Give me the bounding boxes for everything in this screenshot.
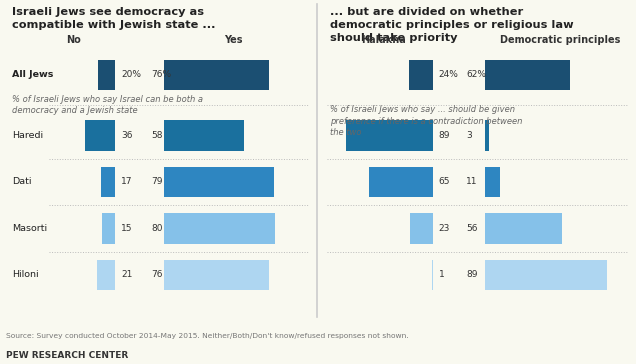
Text: No: No xyxy=(66,35,81,45)
FancyBboxPatch shape xyxy=(410,213,432,244)
FancyBboxPatch shape xyxy=(369,167,432,197)
Text: 23: 23 xyxy=(439,224,450,233)
Text: % of Israeli Jews who say ... should be given
preference if there is a contradic: % of Israeli Jews who say ... should be … xyxy=(330,105,523,137)
Text: PEW RESEARCH CENTER: PEW RESEARCH CENTER xyxy=(6,351,128,360)
Text: All Jews: All Jews xyxy=(13,71,54,79)
FancyBboxPatch shape xyxy=(99,60,115,90)
Text: Democratic principles: Democratic principles xyxy=(500,35,620,45)
FancyBboxPatch shape xyxy=(163,60,270,90)
FancyBboxPatch shape xyxy=(85,120,115,151)
FancyBboxPatch shape xyxy=(163,120,244,151)
FancyBboxPatch shape xyxy=(485,213,562,244)
Text: 58: 58 xyxy=(151,131,163,140)
Text: 21: 21 xyxy=(121,270,132,279)
Text: Haredi: Haredi xyxy=(13,131,44,140)
Text: 11: 11 xyxy=(466,178,478,186)
Text: 24%: 24% xyxy=(439,71,459,79)
FancyBboxPatch shape xyxy=(102,213,115,244)
Text: 36: 36 xyxy=(121,131,132,140)
Text: Dati: Dati xyxy=(13,178,32,186)
FancyBboxPatch shape xyxy=(485,260,607,290)
FancyBboxPatch shape xyxy=(163,213,275,244)
FancyBboxPatch shape xyxy=(163,260,270,290)
Text: 3: 3 xyxy=(466,131,472,140)
Text: Hiloni: Hiloni xyxy=(13,270,39,279)
Text: 89: 89 xyxy=(439,131,450,140)
Text: 65: 65 xyxy=(439,178,450,186)
Text: Source: Survey conducted October 2014-May 2015. Neither/Both/Don't know/refused : Source: Survey conducted October 2014-Ma… xyxy=(6,333,409,339)
Text: 56: 56 xyxy=(466,224,478,233)
Text: 79: 79 xyxy=(151,178,163,186)
Text: Masorti: Masorti xyxy=(13,224,48,233)
Text: Yes: Yes xyxy=(224,35,242,45)
Text: 15: 15 xyxy=(121,224,132,233)
Text: 76%: 76% xyxy=(151,71,172,79)
Text: 62%: 62% xyxy=(466,71,486,79)
Text: % of Israeli Jews who say Israel can be both a
democracy and a Jewish state: % of Israeli Jews who say Israel can be … xyxy=(13,95,204,115)
FancyBboxPatch shape xyxy=(163,167,273,197)
Text: Halakha: Halakha xyxy=(361,35,406,45)
Text: 76: 76 xyxy=(151,270,163,279)
Text: ... but are divided on whether
democratic principles or religious law
should tak: ... but are divided on whether democrati… xyxy=(330,7,574,43)
FancyBboxPatch shape xyxy=(485,167,500,197)
FancyBboxPatch shape xyxy=(485,60,570,90)
FancyBboxPatch shape xyxy=(100,167,115,197)
FancyBboxPatch shape xyxy=(409,60,432,90)
Text: 80: 80 xyxy=(151,224,163,233)
Text: 89: 89 xyxy=(466,270,478,279)
Text: Israeli Jews see democracy as
compatible with Jewish state ...: Israeli Jews see democracy as compatible… xyxy=(13,7,216,30)
FancyBboxPatch shape xyxy=(485,120,488,151)
FancyBboxPatch shape xyxy=(345,120,432,151)
Text: 20%: 20% xyxy=(121,71,141,79)
Text: 1: 1 xyxy=(439,270,445,279)
FancyBboxPatch shape xyxy=(97,260,115,290)
Text: 17: 17 xyxy=(121,178,132,186)
